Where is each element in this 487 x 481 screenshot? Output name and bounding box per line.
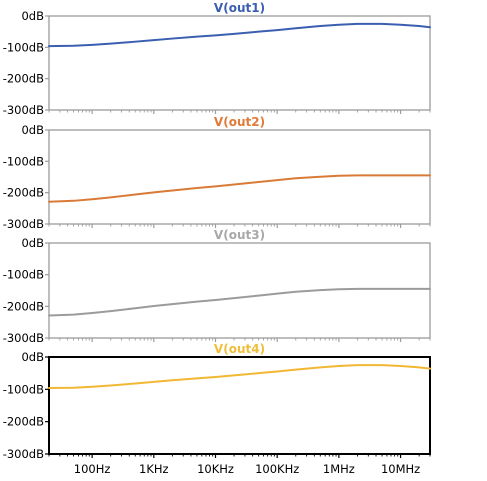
plot-pane-4: 0dB -100dB -200dB -300dB 100Hz 1KHz 10KHz 100KH…: [3, 342, 431, 476]
y-tick-label: -100dB: [3, 268, 44, 282]
plot-pane-1: 0dB -100dB -200dB -300dB V(out1): [3, 1, 431, 117]
y-tick-label: -300dB: [3, 103, 44, 117]
plot-title: V(out1): [214, 1, 265, 15]
series-line: [48, 174, 431, 203]
plot-title: V(out2): [214, 115, 265, 129]
y-tick-label: -100dB: [3, 382, 44, 396]
plot-title: V(out4): [214, 342, 265, 356]
x-tick-label: 1MHz: [323, 462, 355, 476]
x-tick-label: 100KHz: [255, 462, 299, 476]
series-line: [48, 22, 431, 48]
plot-frame: [48, 356, 431, 455]
plot-pane-3: 0dB -100dB -200dB -300dB V(out3): [3, 228, 431, 345]
y-tick-label: -200dB: [3, 186, 44, 200]
x-tick-label: 100Hz: [74, 462, 111, 476]
y-tick-label: -200dB: [3, 415, 44, 429]
y-tick-label: 0dB: [21, 123, 44, 137]
plot-frame: [48, 15, 431, 111]
y-tick-label: -100dB: [3, 40, 44, 54]
plot-frame: [48, 129, 431, 225]
plot-pane-2: 0dB -100dB -200dB -300dB V(out2): [3, 115, 431, 231]
y-tick-label: -200dB: [3, 72, 44, 86]
y-tick-label: -200dB: [3, 299, 44, 313]
y-tick-label: -300dB: [3, 217, 44, 231]
y-tick-label: -300dB: [3, 331, 44, 345]
x-tick-label: 10KHz: [197, 462, 234, 476]
series-line: [48, 364, 431, 390]
y-tick-label: 0dB: [21, 9, 44, 23]
x-tick-label: 10MHz: [381, 462, 420, 476]
series-line: [48, 287, 431, 317]
plot-frame: [48, 242, 431, 339]
y-tick-label: 0dB: [21, 350, 44, 364]
y-tick-label: 0dB: [21, 236, 44, 250]
x-tick-label: 1KHz: [139, 462, 169, 476]
y-tick-label: -300dB: [3, 447, 44, 461]
plot-title: V(out3): [214, 228, 265, 242]
y-tick-label: -100dB: [3, 154, 44, 168]
